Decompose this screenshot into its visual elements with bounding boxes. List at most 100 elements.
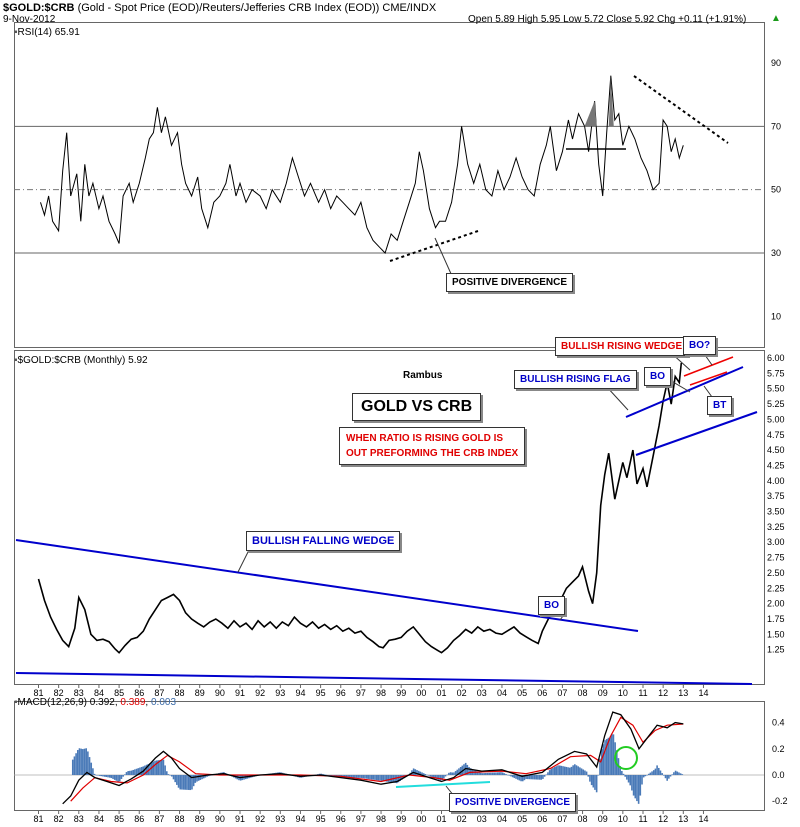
- macd-histogram-bar: [535, 775, 538, 780]
- macd-histogram-bar: [565, 766, 568, 775]
- macd-histogram-bar: [182, 775, 185, 790]
- x-tick-label-bottom: 85: [114, 814, 124, 824]
- x-tick-label-bottom: 82: [54, 814, 64, 824]
- price-tick-label: 2.75: [767, 553, 785, 563]
- macd-histogram-bar: [187, 775, 190, 790]
- macd-histogram-bar: [560, 765, 563, 775]
- macd-histogram-bar: [540, 775, 543, 780]
- description: (Gold - Spot Price (EOD)/Reuters/Jefferi…: [77, 2, 437, 14]
- rsi-overbought-fill: [608, 75, 614, 127]
- macd-histogram-bar: [476, 771, 479, 775]
- bo-pointer: [667, 378, 691, 393]
- macd-histogram-bar: [384, 775, 386, 782]
- x-tick-label-top: 91: [235, 688, 245, 698]
- panel-frame-rsi: [14, 22, 765, 348]
- macd-histogram-bar: [490, 772, 492, 775]
- macd-histogram-bar: [112, 775, 114, 779]
- macd-histogram-bar: [604, 740, 606, 775]
- macd-histogram-bar: [513, 775, 516, 779]
- macd-histogram-bar: [424, 774, 427, 775]
- x-tick-label-top: 88: [175, 688, 185, 698]
- macd-histogram-bar: [350, 775, 353, 778]
- macd-histogram-bar: [422, 773, 425, 775]
- macd-histogram-bar: [595, 775, 598, 793]
- price-tick-label: 5.75: [767, 368, 785, 378]
- x-tick-label-top: 96: [336, 688, 346, 698]
- rsi-downtrend-line: [633, 75, 729, 144]
- macd-histogram-bar: [396, 775, 398, 784]
- x-tick-label-top: 14: [698, 688, 708, 698]
- macd-histogram-bar: [552, 767, 554, 775]
- rsi-divergence-line: [389, 230, 479, 262]
- macd-histogram-bar: [421, 772, 423, 775]
- macd-histogram-bar: [495, 772, 497, 775]
- macd-histogram-bar: [496, 772, 499, 775]
- macd-histogram-bar: [102, 775, 104, 777]
- macd-histogram-bar: [78, 748, 81, 775]
- macd-histogram-bar: [438, 775, 440, 780]
- price-tick-label: 4.25: [767, 460, 785, 470]
- macd-histogram-bar: [347, 775, 349, 778]
- macd-histogram-bar: [93, 773, 96, 775]
- macd-histogram-bar: [572, 765, 574, 775]
- macd-histogram-bar: [619, 766, 621, 775]
- macd-histogram-bar: [446, 774, 449, 776]
- macd-histogram-bar: [627, 775, 630, 783]
- header-date: 9-Nov-2012: [3, 14, 56, 25]
- macd-histogram-bar: [369, 775, 371, 780]
- macd-histogram-bar: [647, 773, 650, 775]
- macd-histogram-bar: [162, 759, 165, 775]
- macd-label: ▪MACD(12,26,9) 0.392, 0.389, 0.003: [14, 697, 177, 708]
- up-arrow-icon: ▲: [771, 13, 781, 24]
- x-tick-label-top: 81: [33, 688, 43, 698]
- macd-histogram-bar: [654, 768, 657, 775]
- macd-histogram-bar: [184, 775, 187, 790]
- macd-histogram-bar: [626, 775, 628, 780]
- macd-histogram-bar: [597, 775, 600, 776]
- x-tick-label-top: 13: [678, 688, 688, 698]
- bo-question-label: BO?: [683, 336, 717, 355]
- macd-histogram-bar: [377, 775, 380, 781]
- x-tick-label-top: 99: [396, 688, 406, 698]
- price-tick-label: 4.00: [767, 476, 785, 486]
- x-tick-label-bottom: 06: [537, 814, 547, 824]
- macd-histogram-bar: [201, 775, 203, 780]
- macd-histogram-bar: [364, 775, 366, 779]
- macd-histogram-bar: [374, 775, 376, 780]
- x-tick-label-bottom: 98: [376, 814, 386, 824]
- macd-histogram-bar: [189, 775, 192, 791]
- bullish-rising-flag-label: BULLISH RISING FLAG: [514, 370, 637, 389]
- macd-histogram-bar: [130, 770, 133, 775]
- macd-histogram-bar: [449, 772, 452, 775]
- macd-histogram-bar: [98, 775, 101, 776]
- macd-histogram-bar: [600, 749, 603, 775]
- macd-histogram-bar: [323, 774, 326, 775]
- macd-histogram-bar: [372, 775, 375, 780]
- macd-histogram-bar: [562, 766, 564, 775]
- macd-histogram-bar: [676, 771, 679, 775]
- header-ohlc: Open 5.89 High 5.95 Low 5.72 Close 5.92 …: [468, 14, 747, 25]
- rsi-line: [40, 75, 684, 254]
- macd-histogram-bar: [103, 775, 106, 777]
- macd-histogram-bar: [602, 744, 605, 775]
- x-tick-label-top: 92: [255, 688, 265, 698]
- price-tick-label: 2.50: [767, 568, 785, 578]
- x-tick-label-bottom: 97: [356, 814, 366, 824]
- macd-histogram-bar: [478, 771, 480, 775]
- rambus-label: Rambus: [403, 370, 443, 381]
- macd-histogram-bar: [120, 775, 123, 779]
- falling-wedge-upper-line: [15, 539, 639, 632]
- macd-histogram-bar: [352, 775, 354, 778]
- macd-histogram-bar: [483, 773, 485, 775]
- macd-histogram-bar: [671, 774, 674, 775]
- macd-tick-label: 0.2: [772, 744, 785, 754]
- macd-histogram-bar: [503, 773, 506, 775]
- macd-histogram-bar: [129, 770, 131, 775]
- macd-histogram-bar: [533, 775, 536, 780]
- macd-histogram-bar: [547, 772, 549, 775]
- x-tick-label-bottom: 87: [154, 814, 164, 824]
- macd-histogram-bar: [159, 760, 161, 775]
- price-label: ▪$GOLD:$CRB (Monthly) 5.92: [14, 355, 148, 366]
- macd-histogram-bar: [605, 738, 608, 775]
- macd-histogram-bar: [416, 770, 418, 775]
